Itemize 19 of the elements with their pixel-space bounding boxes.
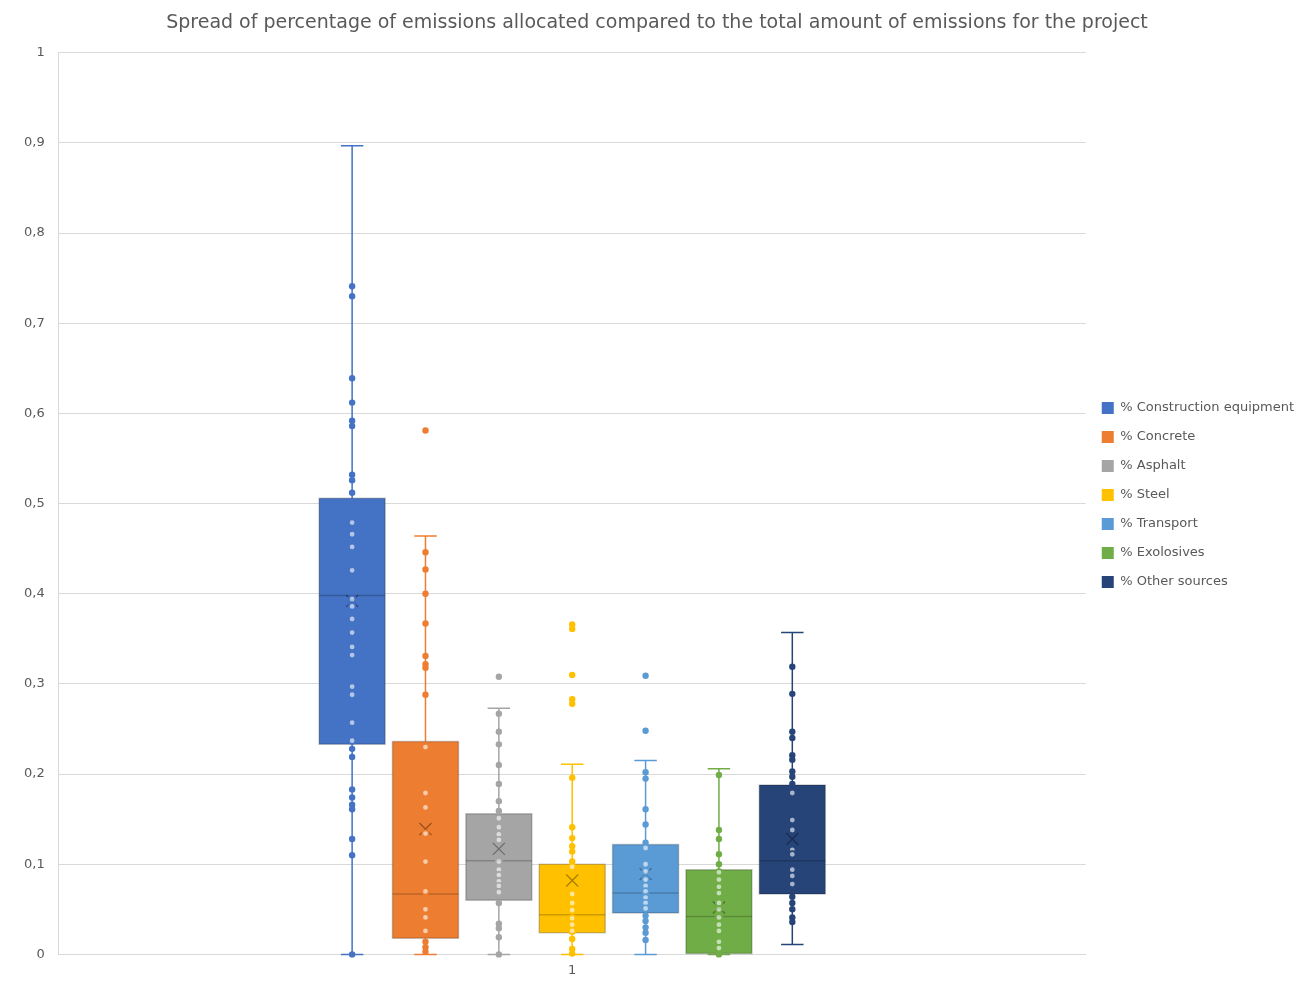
legend-label: % Transport [1120,515,1198,531]
y-tick-label: 0,8 [23,224,45,240]
y-tick-label: 0,1 [23,855,45,871]
y-tick-label: 0,4 [23,585,45,601]
y-tick-label: 0 [36,945,45,961]
legend-label: % Asphalt [1120,457,1186,473]
legend-label: % Concrete [1120,428,1196,444]
legend-label: % Construction equipment [1120,399,1295,415]
y-tick-label: 0,2 [23,765,45,781]
y-tick-label: 0,3 [23,675,45,691]
y-tick-label: 0,7 [23,314,45,330]
y-tick-label: 0,5 [23,494,45,510]
legend-label: % Steel [1120,486,1170,502]
y-tick-label: 0,6 [23,404,45,420]
chart-title: Spread of percentage of emissions allocated compared to the total amount of emissions for the project [166,10,1148,33]
legend-label: % Other sources [1120,573,1228,589]
y-tick-label: 0,9 [23,134,45,150]
legend-label: % Exolosives [1120,544,1205,560]
y-tick-label: 1 [36,44,45,60]
